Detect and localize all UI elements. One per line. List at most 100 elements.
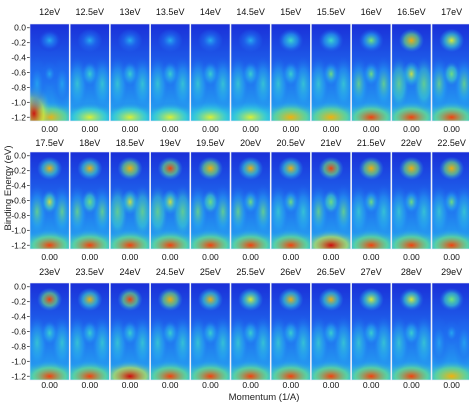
- x-tick-label: 0.00: [242, 124, 259, 134]
- intensity-map: [150, 24, 190, 121]
- intensity-map: [311, 24, 351, 121]
- spectrum-panel: 25eV 0.00: [190, 267, 231, 390]
- mid-feature: [161, 61, 179, 87]
- photon-energy-label: 18.5eV: [116, 138, 145, 148]
- top-band: [117, 28, 143, 53]
- y-tick-label: -0.8: [11, 210, 26, 220]
- top-band: [278, 287, 304, 312]
- spectrum-panel: 14eV 0.00: [190, 7, 231, 134]
- x-tick-label: 0.00: [323, 380, 340, 390]
- top-band: [157, 156, 183, 181]
- panel-frame: [391, 23, 432, 122]
- intensity-map: [311, 152, 351, 249]
- panel-frame: [190, 23, 231, 122]
- photon-energy-label: 22eV: [401, 138, 422, 148]
- panel-frame: [150, 23, 191, 122]
- panel-frame: [230, 151, 271, 250]
- x-tick-label: 0.00: [82, 252, 99, 262]
- panel-frame: [29, 151, 70, 250]
- intensity-map: [432, 24, 469, 121]
- intensity-map: [110, 24, 150, 121]
- mid-feature: [282, 320, 300, 346]
- y-tick-label: 0.0: [14, 282, 26, 292]
- mid-feature: [40, 189, 59, 215]
- mid-feature: [322, 320, 340, 346]
- intensity-map: [271, 283, 311, 380]
- panel-frame: [29, 23, 70, 122]
- intensity-map: [70, 24, 110, 121]
- photon-energy-label: 23.5eV: [76, 267, 105, 277]
- mid-feature: [40, 320, 59, 346]
- spectrum-panel: 13.5eV 0.00: [150, 7, 191, 134]
- photon-energy-label: 15.5eV: [317, 7, 346, 17]
- x-tick-label: 0.00: [403, 124, 420, 134]
- top-band: [238, 287, 264, 312]
- top-band: [238, 156, 264, 181]
- mid-feature: [241, 61, 260, 87]
- photon-energy-label: 28eV: [401, 267, 422, 277]
- panel-rows: 0.0-0.2-0.4-0.6-0.8-1.0-1.212eV0.0012.5e…: [11, 7, 469, 390]
- panel-frame: [110, 151, 150, 250]
- mid-feature: [362, 320, 380, 346]
- spectrum-panel: 17.5eV 0.00: [29, 138, 70, 262]
- y-tick-label: 0.0: [14, 23, 26, 33]
- panel-frame: [110, 282, 150, 381]
- spectrum-panel: 20.5eV 0.00: [270, 138, 311, 262]
- intensity-map: [190, 152, 231, 249]
- mid-feature: [81, 189, 99, 215]
- x-tick-label: 0.00: [122, 252, 139, 262]
- y-tick-label: -1.2: [11, 240, 26, 250]
- spectrum-panel: 19eV 0.00: [150, 138, 191, 262]
- panel-frame: [230, 23, 271, 122]
- top-band: [77, 287, 103, 312]
- spectrum-panel: 26.5eV 0.00: [311, 267, 351, 390]
- x-axis-label: Momentum (1/A): [229, 392, 300, 403]
- spectrum-panel: 20eV 0.00: [230, 138, 271, 262]
- mid-feature: [81, 320, 99, 346]
- photon-energy-label: 29eV: [441, 267, 462, 277]
- top-band: [358, 287, 384, 312]
- spectrum-panel: 21eV 0.00: [311, 138, 351, 262]
- mid-feature: [201, 320, 220, 346]
- x-tick-label: 0.00: [122, 124, 139, 134]
- x-tick-label: 0.00: [202, 252, 219, 262]
- y-tick-label: -0.4: [11, 53, 26, 63]
- intensity-map: [432, 283, 469, 380]
- y-tick-label: -0.2: [11, 166, 26, 176]
- photon-energy-label: 21eV: [320, 138, 341, 148]
- spectrum-panel: 17eV 0.00: [431, 7, 469, 134]
- photon-energy-label: 18eV: [79, 138, 100, 148]
- intensity-map: [391, 24, 431, 121]
- photon-energy-label: 15eV: [280, 7, 301, 17]
- intensity-map: [391, 152, 431, 249]
- intensity-map: [150, 152, 190, 249]
- spectrum-panel: 18eV 0.00: [69, 138, 110, 262]
- panel-frame: [270, 23, 311, 122]
- spectrum-panel: 19.5eV 0.00: [190, 138, 231, 262]
- panel-row: 0.0-0.2-0.4-0.6-0.8-1.0-1.217.5eV0.0018e…: [11, 138, 469, 262]
- photon-energy-label: 13.5eV: [156, 7, 185, 17]
- photon-energy-label: 14.5eV: [236, 7, 265, 17]
- top-band: [77, 156, 103, 181]
- x-tick-label: 0.00: [82, 124, 99, 134]
- panel-frame: [270, 151, 311, 250]
- photon-energy-label: 12eV: [39, 7, 60, 17]
- photon-energy-label: 25.5eV: [236, 267, 265, 277]
- mid-feature: [121, 61, 139, 87]
- x-tick-label: 0.00: [242, 380, 259, 390]
- photon-energy-label: 23eV: [39, 267, 60, 277]
- panel-frame: [29, 282, 70, 381]
- x-tick-label: 0.00: [363, 252, 380, 262]
- panel-frame: [69, 23, 110, 122]
- top-band: [398, 156, 424, 181]
- x-tick-label: 0.00: [41, 124, 58, 134]
- x-tick-label: 0.00: [403, 252, 420, 262]
- panel-frame: [69, 282, 110, 381]
- y-tick-label: -0.4: [11, 312, 26, 322]
- x-tick-label: 0.00: [443, 380, 460, 390]
- x-tick-label: 0.00: [82, 380, 99, 390]
- top-band: [318, 28, 344, 53]
- y-tick-label: -1.2: [11, 371, 26, 381]
- x-tick-label: 0.00: [283, 252, 300, 262]
